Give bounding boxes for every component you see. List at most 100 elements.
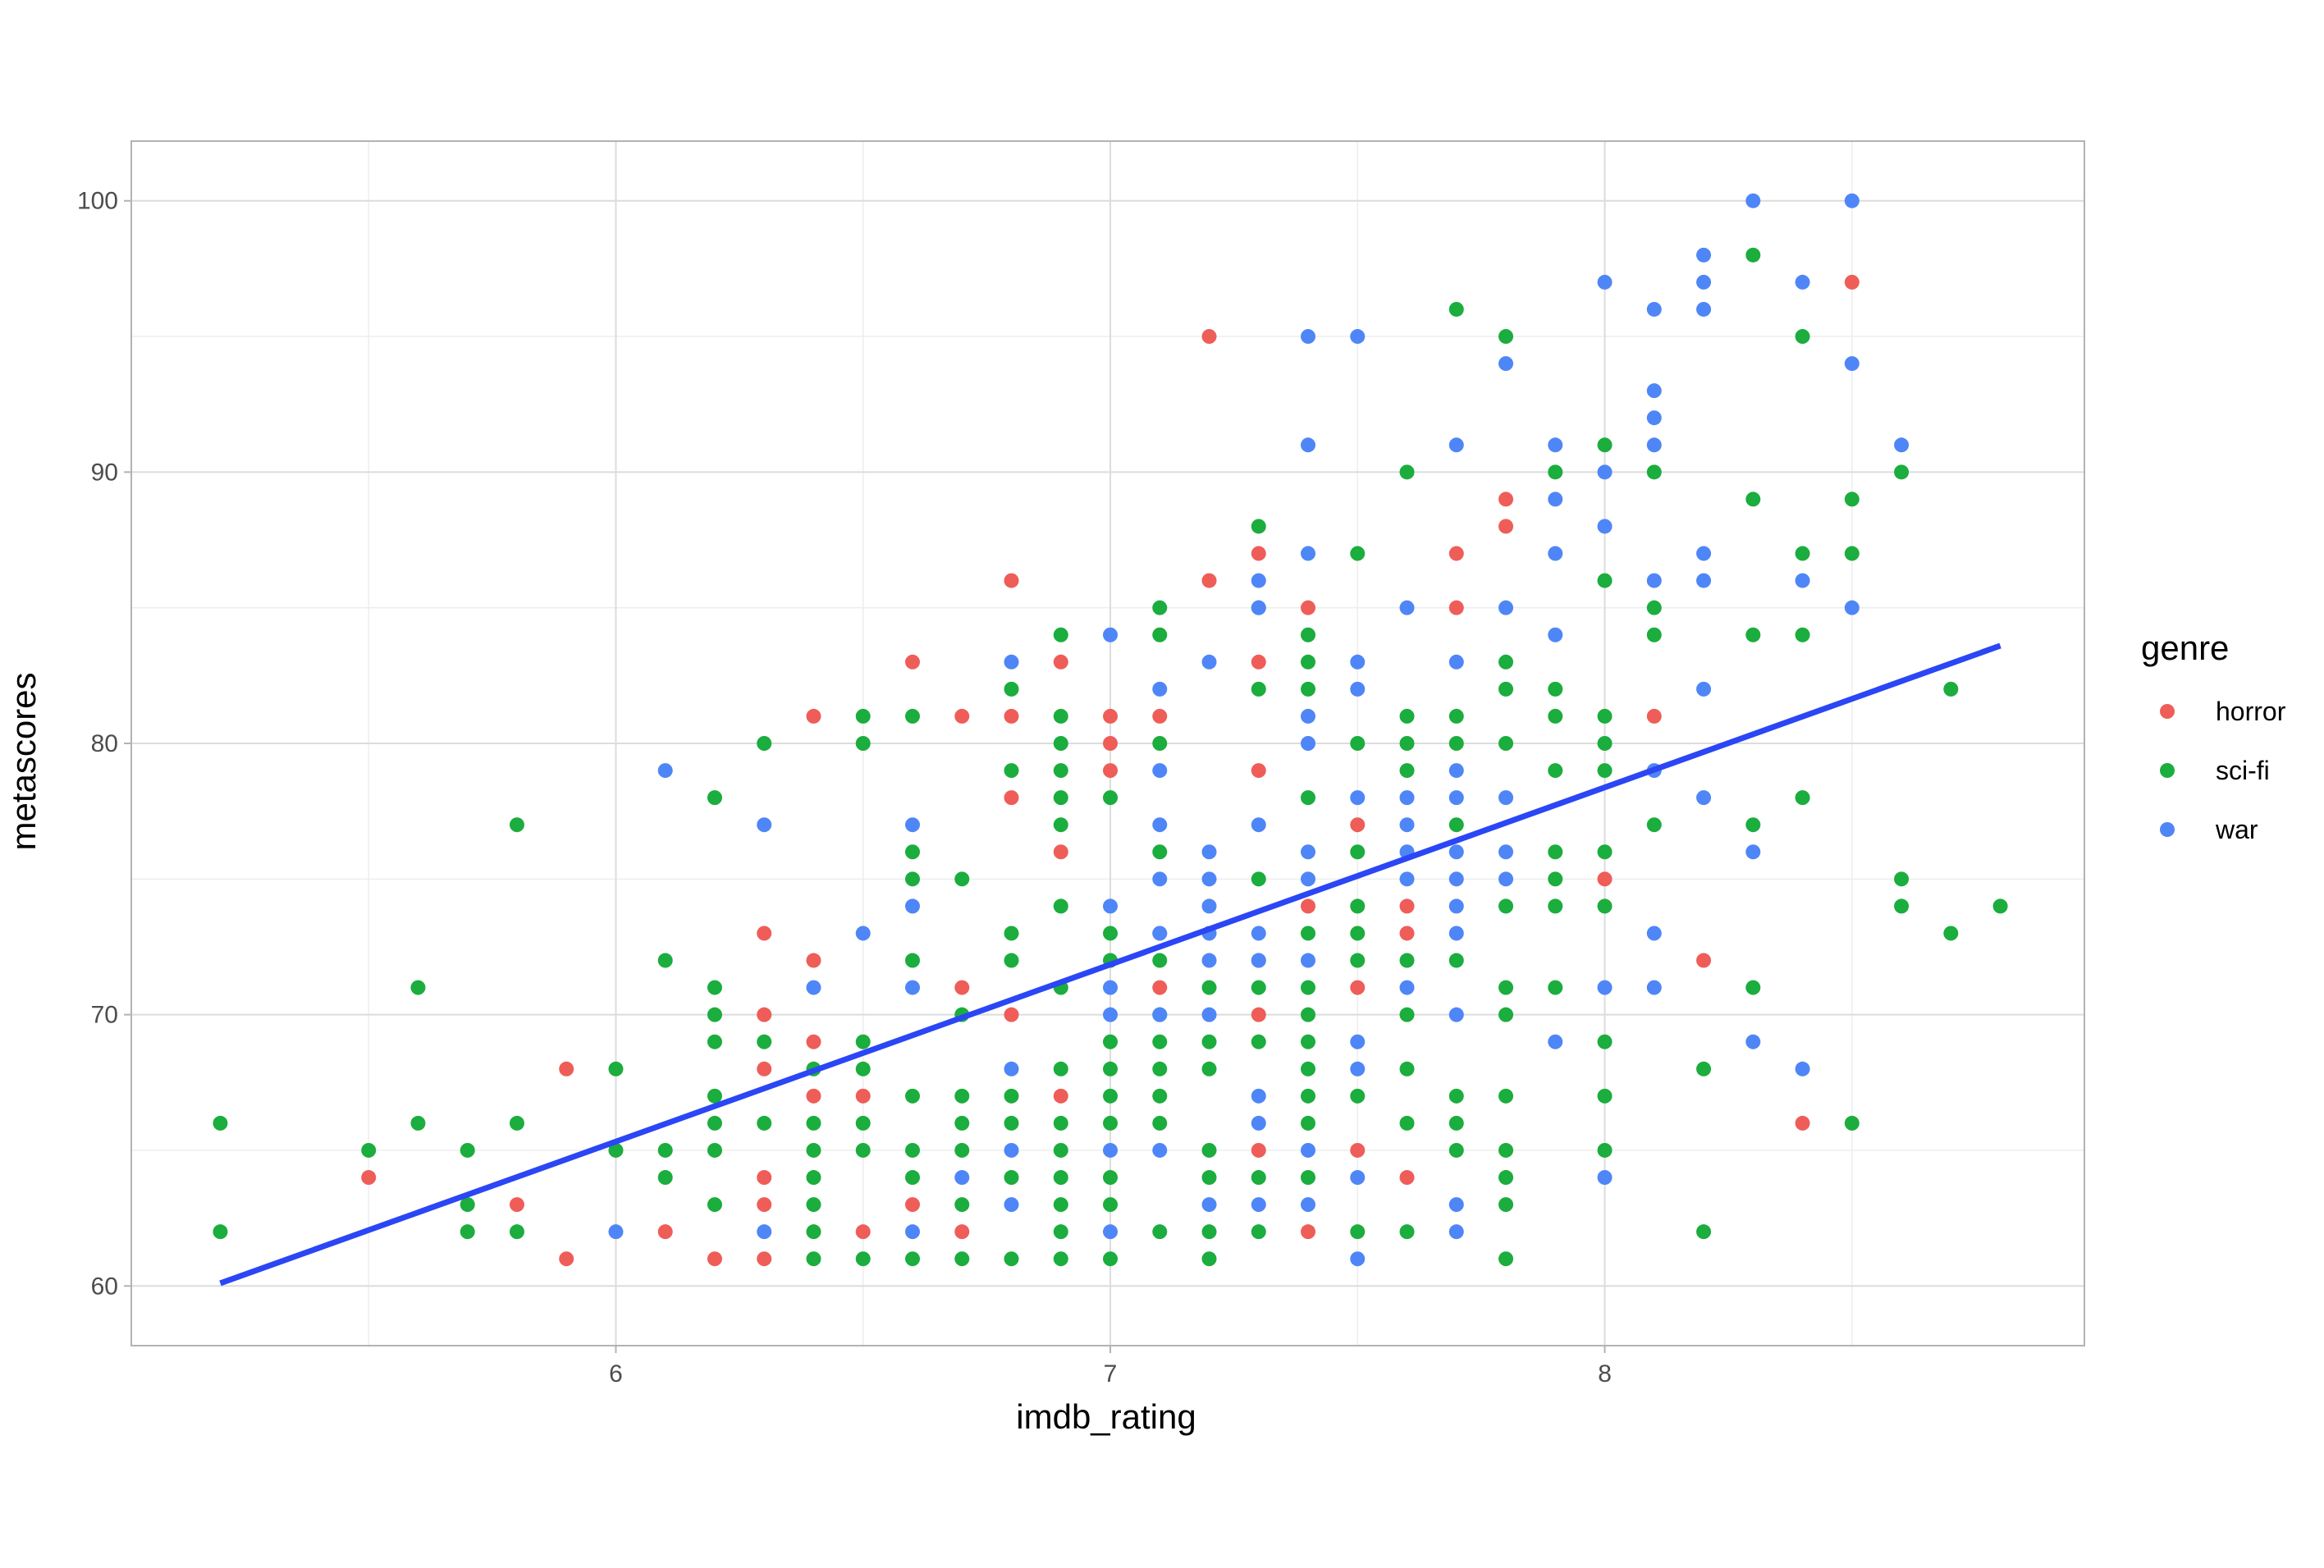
point-war — [1646, 383, 1662, 399]
point-sci-fi — [855, 1251, 871, 1267]
point-sci-fi — [1498, 736, 1514, 751]
point-sci-fi — [1399, 1061, 1415, 1077]
point-sci-fi — [707, 1197, 722, 1213]
point-sci-fi — [1152, 1061, 1168, 1077]
point-horror — [905, 1197, 920, 1213]
point-sci-fi — [1498, 654, 1514, 670]
point-sci-fi — [1844, 1115, 1860, 1131]
point-sci-fi — [1301, 790, 1316, 806]
point-sci-fi — [460, 1224, 475, 1240]
point-horror — [954, 708, 970, 724]
point-sci-fi — [1152, 736, 1168, 751]
y-tick-label: 90 — [91, 459, 118, 486]
point-sci-fi — [1399, 708, 1415, 724]
point-sci-fi — [806, 1170, 821, 1186]
point-sci-fi — [707, 790, 722, 806]
point-war — [1448, 898, 1464, 914]
point-sci-fi — [1004, 926, 1019, 941]
point-sci-fi — [1498, 329, 1514, 345]
point-horror — [1399, 926, 1415, 941]
point-war — [1548, 627, 1563, 642]
point-sci-fi — [1498, 1170, 1514, 1186]
point-sci-fi — [1004, 953, 1019, 968]
point-war — [657, 763, 673, 779]
point-war — [1696, 681, 1712, 697]
point-war — [1103, 898, 1119, 914]
point-horror — [1301, 1224, 1316, 1240]
point-sci-fi — [1795, 790, 1810, 806]
point-sci-fi — [1053, 1251, 1068, 1267]
point-sci-fi — [1498, 681, 1514, 697]
point-sci-fi — [509, 1115, 524, 1131]
point-sci-fi — [855, 1115, 871, 1131]
point-horror — [1004, 790, 1019, 806]
point-sci-fi — [954, 1251, 970, 1267]
point-war — [1498, 844, 1514, 860]
data-points — [213, 193, 2008, 1267]
point-war — [1350, 1251, 1366, 1267]
point-sci-fi — [806, 1224, 821, 1240]
point-sci-fi — [905, 1088, 920, 1104]
point-sci-fi — [1152, 1088, 1168, 1104]
x-tick-label: 8 — [1598, 1360, 1612, 1387]
point-sci-fi — [1103, 790, 1119, 806]
point-war — [1696, 301, 1712, 317]
point-war — [1350, 681, 1366, 697]
point-sci-fi — [905, 953, 920, 968]
point-sci-fi — [1745, 247, 1761, 263]
point-sci-fi — [1301, 1088, 1316, 1104]
point-sci-fi — [1548, 681, 1563, 697]
point-war — [1201, 844, 1217, 860]
point-sci-fi — [1152, 600, 1168, 615]
point-sci-fi — [1894, 464, 1910, 480]
point-war — [806, 980, 821, 995]
legend-label-horror: horror — [2216, 697, 2286, 726]
point-horror — [1251, 546, 1266, 561]
point-war — [1548, 491, 1563, 507]
point-war — [1597, 519, 1613, 534]
point-sci-fi — [905, 708, 920, 724]
point-sci-fi — [1597, 437, 1613, 453]
point-war — [1696, 247, 1712, 263]
trend-line — [219, 642, 2001, 1287]
point-sci-fi — [1152, 953, 1168, 968]
point-sci-fi — [509, 1224, 524, 1240]
point-war — [1448, 1224, 1464, 1240]
point-sci-fi — [1201, 1224, 1217, 1240]
point-sci-fi — [1597, 1034, 1613, 1049]
point-sci-fi — [1053, 898, 1068, 914]
point-sci-fi — [213, 1224, 228, 1240]
x-tick-label: 6 — [609, 1360, 623, 1387]
point-sci-fi — [1152, 627, 1168, 642]
point-sci-fi — [1301, 1115, 1316, 1131]
point-sci-fi — [757, 1115, 772, 1131]
point-horror — [1795, 1115, 1810, 1131]
point-sci-fi — [1350, 546, 1366, 561]
point-sci-fi — [657, 953, 673, 968]
point-sci-fi — [707, 1088, 722, 1104]
point-sci-fi — [1548, 708, 1563, 724]
point-sci-fi — [1548, 871, 1563, 887]
point-war — [1103, 1224, 1119, 1240]
point-war — [1844, 356, 1860, 372]
point-sci-fi — [1399, 1115, 1415, 1131]
point-war — [1696, 573, 1712, 588]
point-war — [1350, 1034, 1366, 1049]
point-war — [1646, 301, 1662, 317]
point-sci-fi — [1399, 464, 1415, 480]
point-sci-fi — [1201, 1251, 1217, 1267]
point-sci-fi — [954, 871, 970, 887]
point-sci-fi — [1448, 1088, 1464, 1104]
point-sci-fi — [1301, 627, 1316, 642]
point-horror — [1350, 1142, 1366, 1158]
point-horror — [1103, 763, 1119, 779]
point-horror — [954, 980, 970, 995]
point-sci-fi — [855, 1061, 871, 1077]
point-horror — [1350, 817, 1366, 833]
point-war — [1548, 1034, 1563, 1049]
point-war — [1251, 817, 1266, 833]
point-sci-fi — [1350, 1088, 1366, 1104]
point-war — [1201, 1197, 1217, 1213]
point-sci-fi — [1943, 681, 1959, 697]
point-horror — [954, 1224, 970, 1240]
